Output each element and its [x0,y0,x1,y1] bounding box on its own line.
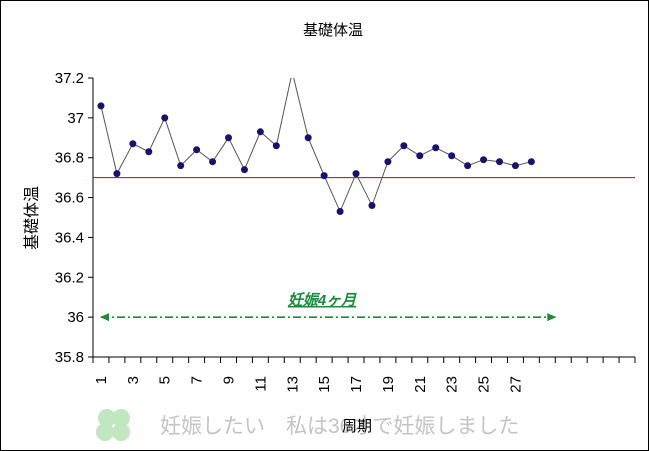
x-tick-label: 23 [444,376,461,393]
x-axis-label: 周期 [342,418,372,435]
data-point [113,170,121,178]
y-tick-label: 36.6 [55,190,84,207]
x-tick-label: 5 [157,376,174,384]
data-point [193,146,201,154]
data-point [511,162,519,170]
x-tick-label: 25 [476,376,493,393]
data-point [448,152,456,160]
temperature-series [97,78,535,216]
x-tick-label: 13 [284,376,301,393]
plot-axes [88,77,636,363]
y-axis-label: 基礎体温 [23,186,41,250]
data-point [320,172,328,180]
x-tick-labels: 1 3 5 7 9 11 13 15 17 19 21 23 25 27 [93,376,524,393]
y-tick-label: 37 [67,110,84,127]
data-point [480,156,488,164]
y-tick-label: 36 [67,309,84,326]
data-point [145,148,153,156]
x-tick-label: 27 [507,376,524,393]
data-point [256,128,264,136]
watermark-text: 妊娠したい 私は36才で妊娠しました [160,415,519,438]
data-point [352,170,360,178]
data-point [240,166,248,174]
x-tick-label: 7 [189,376,206,384]
arrowhead-left [99,313,109,322]
data-point [432,144,440,152]
y-tick-label: 37.2 [55,70,84,87]
x-tick-label: 11 [252,376,269,392]
x-tick-label: 1 [93,376,110,384]
series-line [100,78,532,213]
data-point [384,158,392,166]
data-point [464,162,472,170]
y-tick-label: 36.8 [55,150,84,167]
x-tick-label: 21 [412,376,429,393]
annotation-arrow [99,313,557,322]
data-point [209,158,217,166]
data-point [304,134,312,142]
data-point [336,208,344,216]
x-tick-label: 15 [316,376,333,393]
data-point [161,114,169,122]
clover-icon [96,409,130,441]
y-tick-labels: 35.8 36 36.2 36.4 36.6 36.8 37 37.2 [55,70,84,366]
x-tick-label: 19 [380,376,397,393]
data-point [225,134,232,142]
data-point [129,140,137,148]
data-point [177,162,185,170]
x-tick-label: 9 [221,376,238,384]
chart-title: 基礎体温 [303,22,363,39]
x-tick-label: 3 [125,376,142,384]
data-point [272,142,280,150]
y-tick-label: 36.2 [55,269,84,286]
annotation-label: 妊娠4ヶ月 [288,292,357,309]
watermark: 妊娠したい 私は36才で妊娠しました [96,409,519,441]
y-tick-label: 36.4 [55,229,84,246]
data-point [368,202,376,210]
x-tick-label: 17 [348,376,365,393]
data-point [400,142,408,150]
data-point [527,158,535,166]
arrowhead-right [547,313,557,322]
data-point [496,158,503,166]
data-point [97,102,105,110]
data-point [416,152,424,160]
y-tick-label: 35.8 [55,349,84,366]
